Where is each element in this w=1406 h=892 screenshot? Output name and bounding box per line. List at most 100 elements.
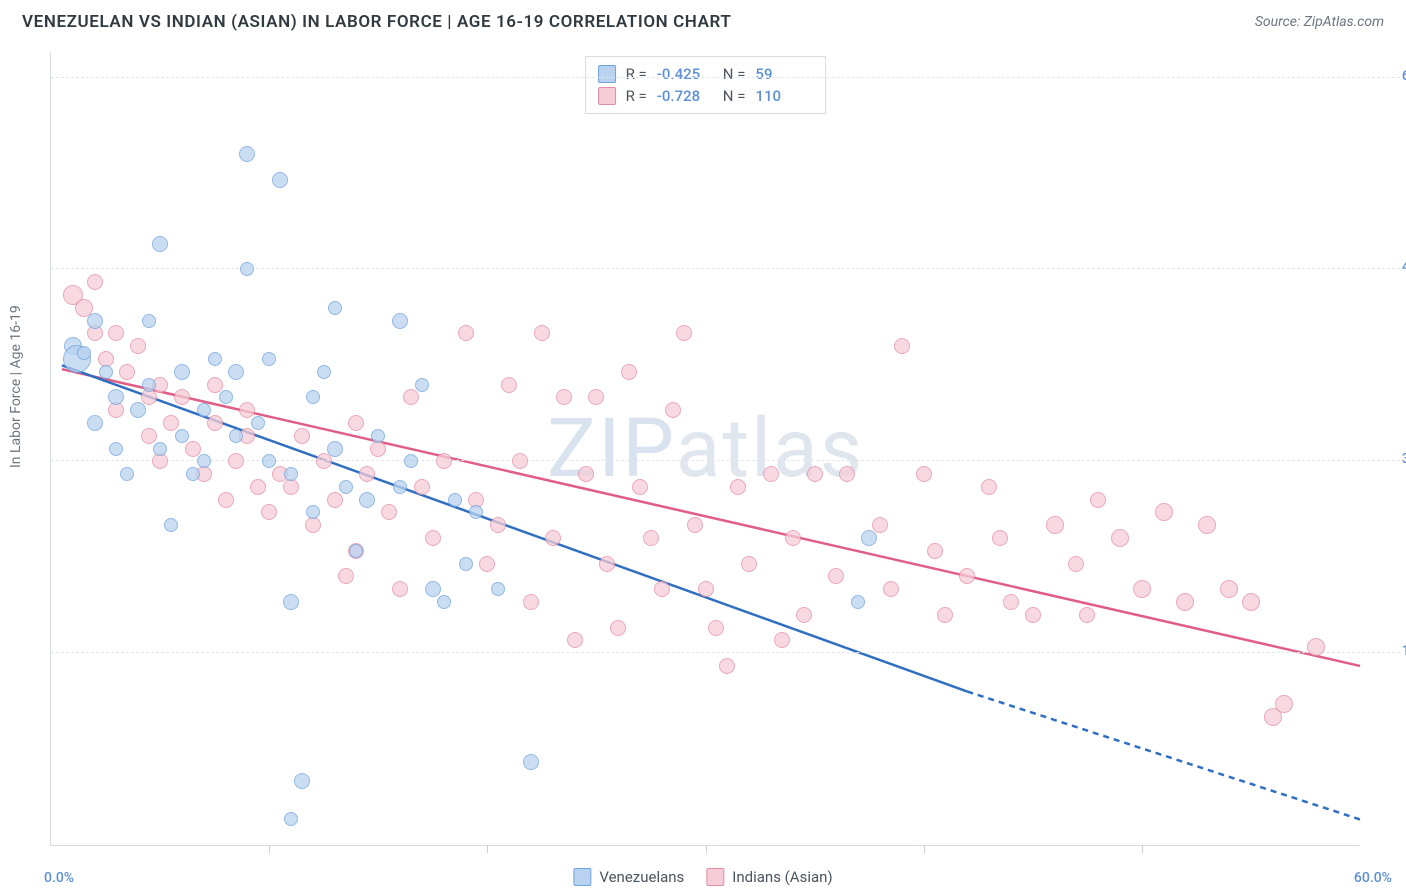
point-series2	[250, 479, 266, 495]
point-series1	[142, 314, 156, 328]
point-series2	[708, 620, 724, 636]
point-series2	[916, 466, 932, 482]
point-series1	[262, 454, 276, 468]
point-series2	[654, 581, 670, 597]
point-series1	[284, 812, 298, 826]
point-series2	[578, 466, 594, 482]
point-series1	[415, 378, 429, 392]
point-series1	[359, 492, 375, 508]
point-series1	[197, 454, 211, 468]
point-series2	[141, 428, 157, 444]
point-series1	[283, 594, 299, 610]
y-axis-title: In Labor Force | Age 16-19	[8, 305, 24, 468]
point-series2	[523, 594, 539, 610]
point-series1	[229, 429, 243, 443]
point-series2	[621, 364, 637, 380]
point-series2	[381, 504, 397, 520]
x-tick	[924, 845, 925, 853]
point-series1	[851, 595, 865, 609]
legend-label-1: Venezuelans	[599, 868, 684, 886]
point-series2	[1025, 607, 1041, 623]
point-series2	[839, 466, 855, 482]
point-series1	[175, 429, 189, 443]
point-series1	[523, 754, 539, 770]
point-series2	[479, 556, 495, 572]
point-series1	[219, 390, 233, 404]
point-series2	[261, 504, 277, 520]
point-series2	[490, 517, 506, 533]
point-series1	[349, 544, 363, 558]
point-series2	[763, 466, 779, 482]
header: VENEZUELAN VS INDIAN (ASIAN) IN LABOR FO…	[0, 0, 1406, 40]
point-series2	[228, 453, 244, 469]
gridline: 60.0%	[51, 77, 1400, 78]
point-series1	[142, 378, 156, 392]
point-series2	[1220, 580, 1238, 598]
point-series1	[120, 467, 134, 481]
point-series1	[87, 313, 103, 329]
point-series1	[425, 581, 441, 597]
point-series2	[785, 530, 801, 546]
gridline: 30.0%	[51, 460, 1400, 461]
y-tick-label: 30.0%	[1402, 451, 1406, 467]
chart-title: VENEZUELAN VS INDIAN (ASIAN) IN LABOR FO…	[22, 12, 731, 32]
point-series1	[317, 365, 331, 379]
point-series1	[392, 313, 408, 329]
point-series2	[992, 530, 1008, 546]
point-series2	[174, 389, 190, 405]
point-series2	[719, 658, 735, 674]
point-series1	[306, 505, 320, 519]
point-series1	[208, 352, 222, 366]
point-series2	[927, 543, 943, 559]
point-series2	[108, 325, 124, 341]
point-series2	[1275, 695, 1293, 713]
trendlines-svg	[51, 52, 1360, 845]
point-series1	[239, 146, 255, 162]
point-series2	[1046, 516, 1064, 534]
point-series2	[1242, 593, 1260, 611]
point-series1	[294, 773, 310, 789]
point-series2	[327, 492, 343, 508]
point-series2	[1068, 556, 1084, 572]
point-series2	[425, 530, 441, 546]
point-series2	[588, 389, 604, 405]
point-series1	[491, 582, 505, 596]
point-series2	[1090, 492, 1106, 508]
chart-area: In Labor Force | Age 16-19 ZIPatlas R = …	[0, 44, 1406, 892]
point-series2	[1133, 580, 1151, 598]
point-series2	[1003, 594, 1019, 610]
legend: Venezuelans Indians (Asian)	[573, 868, 832, 886]
point-series2	[218, 492, 234, 508]
point-series1	[306, 390, 320, 404]
y-tick-label: 45.0%	[1402, 259, 1406, 275]
point-series2	[316, 453, 332, 469]
point-series1	[404, 454, 418, 468]
point-series2	[359, 466, 375, 482]
point-series2	[1307, 638, 1325, 656]
point-series1	[109, 442, 123, 456]
x-tick	[269, 845, 270, 853]
point-series1	[174, 364, 190, 380]
point-series1	[251, 416, 265, 430]
x-tick	[706, 845, 707, 853]
point-series2	[207, 377, 223, 393]
point-series2	[883, 581, 899, 597]
point-series2	[741, 556, 757, 572]
plot-area: ZIPatlas R = -0.425 N = 59 R = -0.728 N …	[50, 52, 1360, 846]
point-series2	[119, 364, 135, 380]
point-series2	[338, 568, 354, 584]
point-series2	[610, 620, 626, 636]
gridline: 15.0%	[51, 652, 1400, 653]
point-series2	[1111, 529, 1129, 547]
point-series2	[937, 607, 953, 623]
point-series1	[153, 442, 167, 456]
x-axis-label-max: 60.0%	[1354, 870, 1392, 886]
point-series1	[327, 441, 343, 457]
point-series2	[458, 325, 474, 341]
point-series2	[534, 325, 550, 341]
point-series2	[1079, 607, 1095, 623]
legend-swatch-2	[706, 868, 724, 886]
point-series2	[185, 441, 201, 457]
point-series2	[643, 530, 659, 546]
point-series1	[393, 480, 407, 494]
